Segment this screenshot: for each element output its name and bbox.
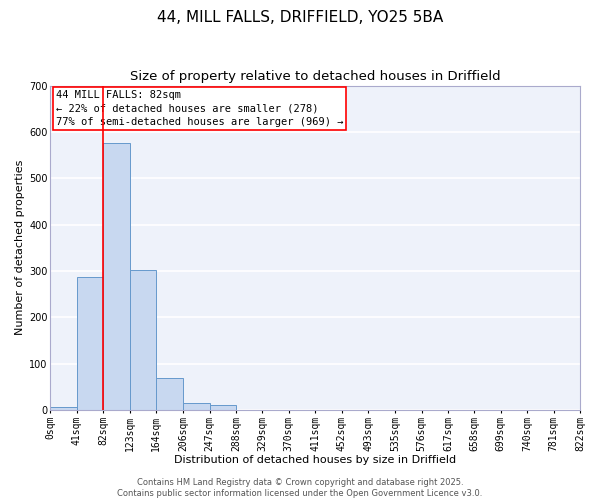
Bar: [183, 403, 209, 410]
Text: 44 MILL FALLS: 82sqm
← 22% of detached houses are smaller (278)
77% of semi-deta: 44 MILL FALLS: 82sqm ← 22% of detached h…: [56, 90, 343, 127]
Bar: [77, 277, 103, 410]
Text: 44, MILL FALLS, DRIFFIELD, YO25 5BA: 44, MILL FALLS, DRIFFIELD, YO25 5BA: [157, 10, 443, 25]
Bar: [103, 144, 130, 410]
Bar: [156, 378, 182, 410]
Y-axis label: Number of detached properties: Number of detached properties: [15, 160, 25, 336]
Title: Size of property relative to detached houses in Driffield: Size of property relative to detached ho…: [130, 70, 500, 83]
X-axis label: Distribution of detached houses by size in Driffield: Distribution of detached houses by size …: [174, 455, 456, 465]
Bar: [50, 407, 77, 410]
Bar: [130, 270, 156, 410]
Bar: [209, 406, 236, 410]
Text: Contains HM Land Registry data © Crown copyright and database right 2025.
Contai: Contains HM Land Registry data © Crown c…: [118, 478, 482, 498]
